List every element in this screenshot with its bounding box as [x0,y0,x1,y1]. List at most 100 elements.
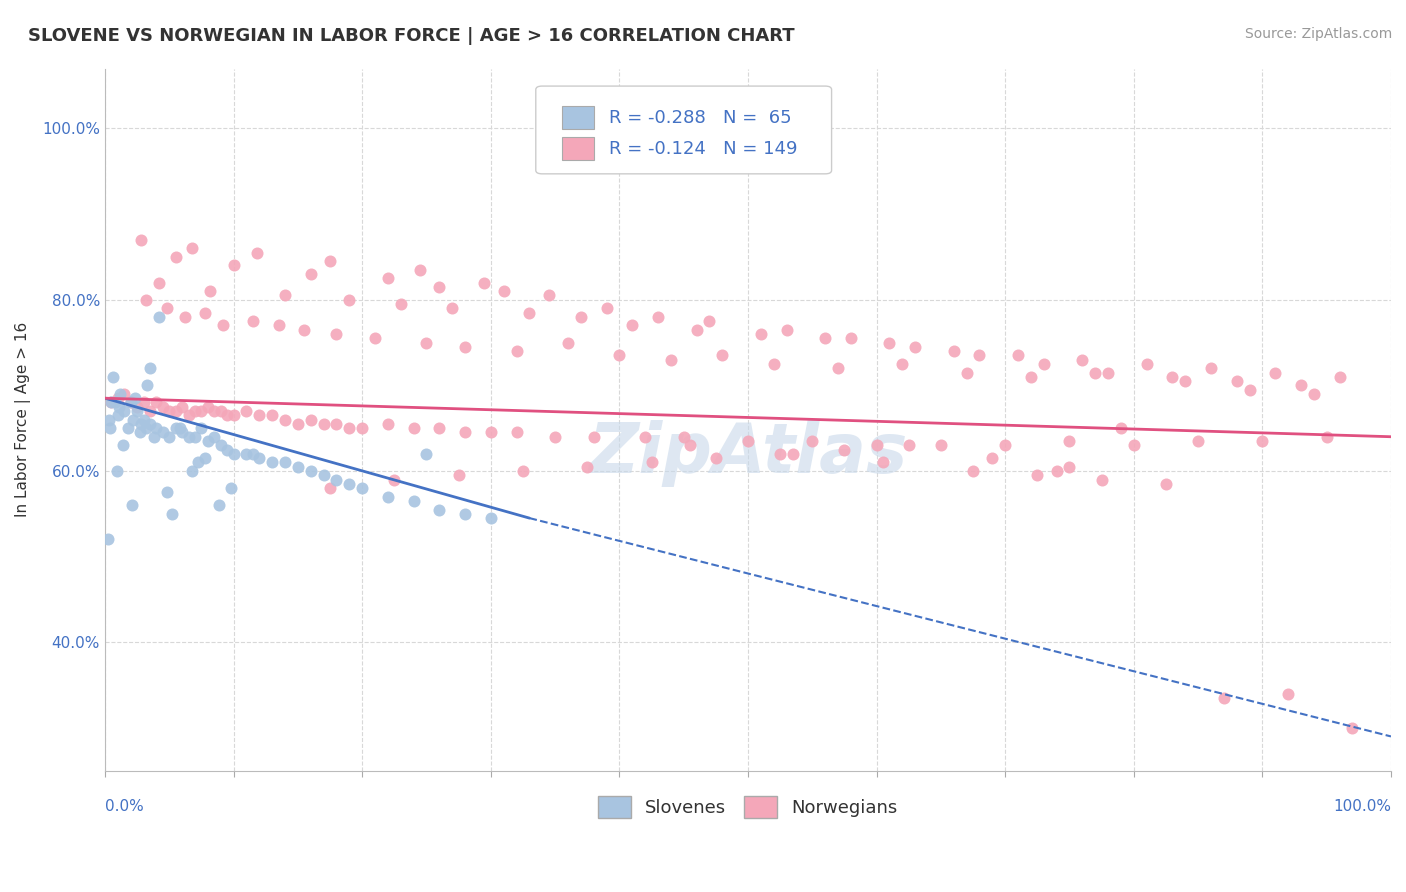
Point [382,473,405,487]
Point [184,430,207,444]
Point [621,318,644,333]
Point [319,254,342,268]
Point [685,323,707,337]
Point [246,245,269,260]
Point [222,409,245,423]
Point [865,438,887,452]
Point [1109,421,1132,435]
Point [202,430,225,444]
Point [737,434,759,448]
Point [582,430,605,444]
Point [135,293,157,307]
Point [136,378,159,392]
Point [409,262,432,277]
Point [699,314,721,328]
Point [782,447,804,461]
Point [1187,434,1209,448]
Point [955,366,977,380]
Point [1097,366,1119,380]
Point [537,288,560,302]
Text: R = -0.288   N =  65: R = -0.288 N = 65 [609,109,792,127]
Point [377,490,399,504]
Point [172,400,194,414]
Point [222,447,245,461]
Point [1019,369,1042,384]
Point [595,301,617,316]
Point [1226,374,1249,388]
Point [299,267,322,281]
Point [219,481,242,495]
Point [132,395,155,409]
Point [197,434,219,448]
Point [121,498,143,512]
Point [352,481,374,495]
Point [415,447,437,461]
Point [454,507,477,521]
Point [389,297,412,311]
Point [519,305,541,319]
Point [107,409,129,423]
FancyBboxPatch shape [536,86,831,174]
Point [209,404,232,418]
Point [1341,721,1364,735]
Point [454,340,477,354]
Point [1154,476,1177,491]
Point [1026,468,1049,483]
Point [145,395,167,409]
Point [124,391,146,405]
Point [139,417,162,431]
Point [672,430,695,444]
Point [904,340,927,354]
Point [108,400,131,414]
Point [235,404,257,418]
Point [202,404,225,418]
Point [492,284,515,298]
Point [1212,690,1234,705]
Point [325,473,347,487]
Point [1251,434,1274,448]
Point [262,409,284,423]
Point [173,310,195,324]
Y-axis label: In Labor Force | Age > 16: In Labor Force | Age > 16 [15,322,31,517]
Point [111,438,134,452]
Point [299,464,322,478]
Point [569,310,592,324]
Point [148,276,170,290]
Point [994,438,1017,452]
Point [505,425,527,440]
Point [512,464,534,478]
Point [1046,464,1069,478]
Point [156,485,179,500]
Point [184,404,207,418]
Point [242,314,264,328]
Point [1091,473,1114,487]
Point [479,511,502,525]
Point [222,259,245,273]
Point [132,412,155,426]
Point [274,455,297,469]
Point [187,455,209,469]
Point [891,357,914,371]
Point [165,421,187,435]
Point [105,464,128,478]
Point [1174,374,1197,388]
Point [352,421,374,435]
Point [247,451,270,466]
Point [337,293,360,307]
Point [242,447,264,461]
Point [160,507,183,521]
Point [156,301,179,316]
Point [325,417,347,431]
Point [679,438,702,452]
Bar [561,106,593,129]
Point [177,409,200,423]
Point [801,434,824,448]
Point [169,421,191,435]
Point [165,250,187,264]
Point [711,348,734,362]
Point [152,400,174,414]
Point [177,430,200,444]
Point [172,425,194,440]
Point [194,451,217,466]
Point [145,421,167,435]
